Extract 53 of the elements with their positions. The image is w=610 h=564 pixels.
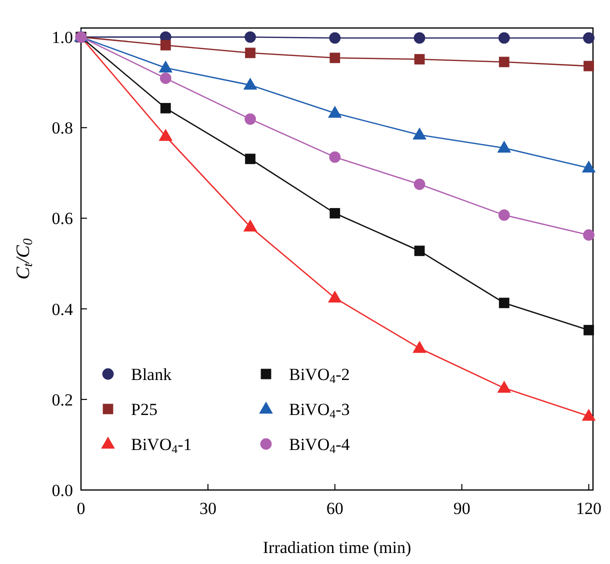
point — [414, 246, 425, 256]
y-tick-label: 0.2 — [52, 390, 73, 410]
y-tick-label: 0.4 — [52, 300, 74, 319]
point — [244, 220, 257, 232]
legend-label: BiVO$_{4}$-4 — [289, 435, 350, 456]
point — [498, 32, 510, 44]
point — [498, 141, 511, 153]
x-tick-label: 90 — [453, 499, 470, 518]
point — [498, 56, 510, 68]
point — [245, 154, 256, 164]
point — [330, 52, 340, 64]
legend-label: BiVO$_{4}$-1 — [131, 435, 192, 456]
point — [414, 32, 426, 44]
point — [328, 106, 342, 118]
point — [244, 31, 256, 43]
point — [498, 381, 511, 393]
point — [414, 178, 426, 190]
point — [329, 32, 341, 44]
point — [583, 32, 594, 44]
point — [160, 40, 171, 50]
x-tick-label: 120 — [576, 499, 602, 518]
point — [159, 61, 172, 72]
x-tick-label: 0 — [76, 499, 86, 518]
point — [498, 209, 510, 221]
point — [582, 409, 596, 421]
point — [330, 208, 340, 218]
point — [160, 102, 171, 114]
point — [413, 128, 426, 140]
point — [414, 54, 425, 64]
y-tick-label: 0.8 — [52, 118, 73, 138]
point — [329, 151, 341, 163]
point — [160, 72, 172, 84]
point — [584, 324, 594, 336]
legend-label: BiVO$_{4}$-2 — [289, 365, 350, 386]
point — [584, 60, 594, 72]
point — [244, 78, 257, 90]
point — [583, 229, 594, 241]
point — [413, 342, 426, 353]
x-tick-label: 60 — [326, 499, 344, 518]
point — [159, 130, 172, 141]
y-tick-label: 0.6 — [52, 209, 73, 228]
legend-label: P25 — [131, 400, 158, 419]
point — [498, 298, 510, 308]
point — [244, 113, 256, 125]
x-tick-label: 30 — [199, 499, 216, 518]
legend-label: Blank — [131, 365, 172, 384]
point — [328, 291, 342, 303]
point — [582, 161, 596, 173]
y-tick-label: 1.0 — [52, 28, 73, 48]
point — [245, 48, 256, 58]
x-axis-title: Irradiation time (min) — [262, 538, 412, 557]
legend-label: BiVO$_{4}$-3 — [289, 400, 350, 421]
y-tick-label: 0.0 — [52, 481, 73, 500]
